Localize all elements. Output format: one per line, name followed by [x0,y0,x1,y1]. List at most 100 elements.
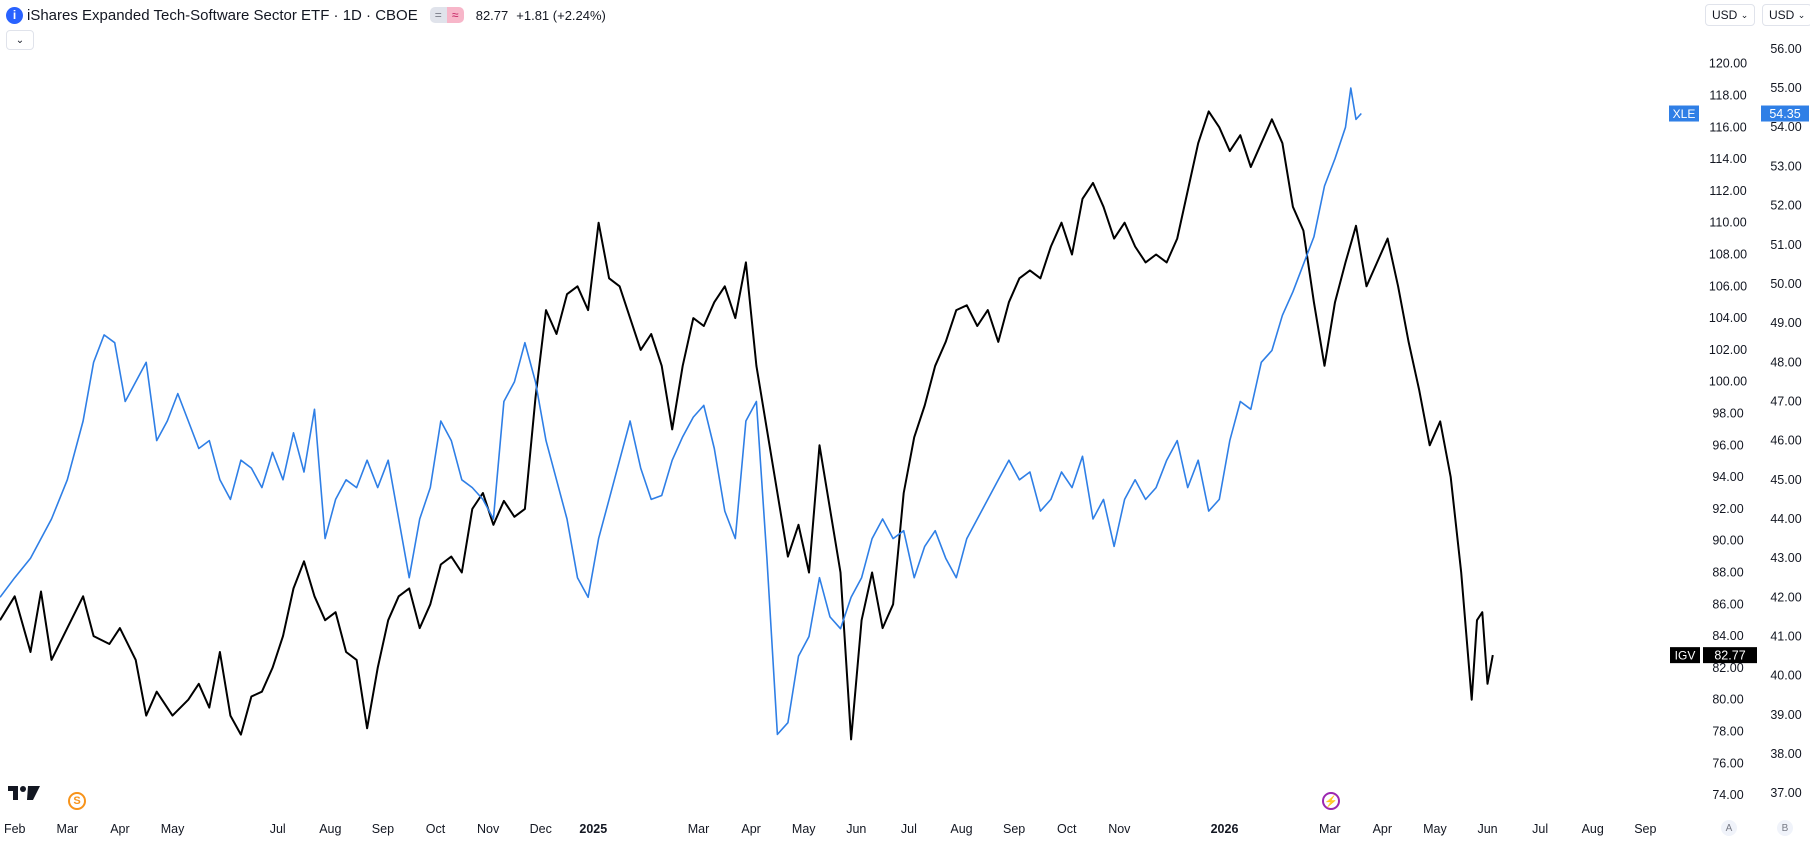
lightning-event-label: ⚡ [1324,795,1338,808]
left-axis-tick-label: 108.00 [1709,247,1747,261]
x-tick-label: Oct [1057,822,1077,836]
x-tick-label: Sep [1003,822,1025,836]
left-axis-tick-label: 100.00 [1709,375,1747,389]
x-tick-label: Aug [950,822,972,836]
price-axis-left[interactable]: 120.00 118.00 116.00 114.00 112.00 110.00 108.… [1709,57,1747,802]
last-price-badge-value: 54.35 [1769,107,1800,121]
right-axis-tick-label: 46.00 [1770,434,1801,448]
right-axis-tick-label: 45.00 [1770,473,1801,487]
x-tick-label: Jul [270,822,286,836]
right-axis-tick-label: 41.00 [1770,630,1801,644]
axis-button-b[interactable]: B [1777,820,1793,836]
x-tick-label: 2026 [1211,822,1239,836]
x-tick-label: Aug [319,822,341,836]
lightning-event-icon[interactable]: ⚡ [1322,792,1340,810]
right-axis-tick-label: 38.00 [1770,747,1801,761]
right-axis-tick-label: 43.00 [1770,551,1801,565]
last-price: 82.77 [475,7,509,23]
tradingview-logo-icon[interactable] [8,784,40,802]
equals-icon[interactable]: = [429,7,447,23]
x-tick-label: 2025 [579,822,607,836]
left-axis-tick-label: 110.00 [1709,216,1746,230]
currency-right-label: USD [1769,8,1795,22]
series-name-tag [1669,105,1699,122]
x-tick-label: Feb [4,822,26,836]
right-axis-tick-label: 37.00 [1770,786,1801,800]
split-event-label: S [73,795,81,807]
last-price-badge-value: 82.77 [1714,649,1745,663]
left-axis-tick-label: 120.00 [1709,57,1747,71]
time-axis[interactable]: Feb Mar Apr May Jul Aug Sep Oct Nov Dec 2025 Mar Apr… [4,822,1657,836]
left-axis-tick-label: 78.00 [1712,724,1743,738]
indicator-pill[interactable]: = ≈ [429,7,464,23]
left-axis-tick-label: 84.00 [1712,629,1743,643]
left-axis-tick-label: 74.00 [1712,788,1743,802]
left-axis-tick-label: 114.00 [1709,152,1746,166]
collapse-legend-button[interactable]: ⌄ [6,30,34,50]
info-icon[interactable]: i [6,6,23,24]
x-tick-label: Oct [426,822,446,836]
right-axis-tick-label: 42.00 [1770,590,1801,604]
left-axis-tick-label: 86.00 [1712,597,1743,611]
x-tick-label: Jun [846,822,866,836]
x-tick-label: Aug [1582,822,1604,836]
left-axis-tick-label: 96.00 [1712,438,1743,452]
left-axis-tick-label: 102.00 [1709,343,1747,357]
left-axis-tick-label: 76.00 [1712,756,1743,770]
x-tick-label: Apr [110,822,129,836]
right-axis-tick-label: 54.00 [1770,120,1801,134]
right-axis-tick-label: 39.00 [1770,708,1801,722]
left-axis-tick-label: 104.00 [1709,311,1747,325]
x-tick-label: Mar [1319,822,1341,836]
approx-icon[interactable]: ≈ [446,7,464,23]
symbol-title[interactable]: iShares Expanded Tech-Software Sector ET… [27,6,418,24]
right-axis-tick-label: 47.00 [1770,394,1801,408]
left-axis-tick-label: 88.00 [1712,565,1743,579]
x-tick-label: May [161,822,185,836]
left-axis-tick-label: 118.00 [1709,88,1746,102]
left-axis-tick-label: 106.00 [1709,279,1747,293]
right-axis-tick-label: 49.00 [1770,316,1801,330]
series-line-xle[interactable] [0,87,1362,736]
chevron-down-icon: ⌄ [1740,9,1749,20]
right-axis-tick-label: 51.00 [1770,238,1801,252]
split-event-icon[interactable]: S [68,792,86,810]
left-axis-tick-label: 94.00 [1712,470,1743,484]
x-tick-label: Apr [741,822,760,836]
series-name-tag [1670,647,1700,664]
x-tick-label: Jul [1532,822,1548,836]
right-axis-tick-label: 53.00 [1770,159,1801,173]
x-tick-label: Apr [1373,822,1392,836]
x-tick-label: Sep [372,822,394,836]
axis-button-b-label: B [1781,822,1789,834]
left-axis-tick-label: 92.00 [1712,502,1743,516]
series-name-tag-label: IGV [1675,649,1696,663]
right-axis-tick-label: 40.00 [1770,669,1801,683]
x-tick-label: Jun [1477,822,1497,836]
price-badges: 82.77 IGV 54.35 XLE [1669,105,1809,664]
last-price-badge [1761,105,1809,122]
x-tick-label: Nov [1108,822,1131,836]
left-axis-tick-label: 116.00 [1709,120,1746,134]
x-tick-label: Mar [57,822,79,836]
right-axis-tick-label: 56.00 [1770,42,1801,56]
series-line-igv[interactable] [0,110,1494,741]
axis-button-a[interactable]: A [1721,820,1737,836]
currency-select-right[interactable]: USD ⌄ [1762,4,1810,26]
x-tick-label: Jul [901,822,917,836]
series-layer [0,87,1494,741]
chevron-down-icon: ⌄ [15,34,25,46]
chart-legend-header: i iShares Expanded Tech-Software Sector … [0,0,606,30]
price-axis-right[interactable]: 56.00 55.00 54.00 53.00 52.00 51.00 50.00 49.00… [1770,42,1801,800]
x-tick-label: Mar [688,822,710,836]
x-tick-label: May [1423,822,1447,836]
x-tick-label: Dec [530,822,552,836]
right-axis-tick-label: 55.00 [1770,81,1801,95]
right-axis-tick-label: 50.00 [1770,277,1801,291]
axis-button-a-label: A [1725,822,1733,834]
left-axis-tick-label: 112.00 [1709,184,1746,198]
currency-select-left[interactable]: USD ⌄ [1705,4,1756,26]
left-axis-tick-label: 82.00 [1712,661,1743,675]
right-axis-tick-label: 52.00 [1770,199,1801,213]
